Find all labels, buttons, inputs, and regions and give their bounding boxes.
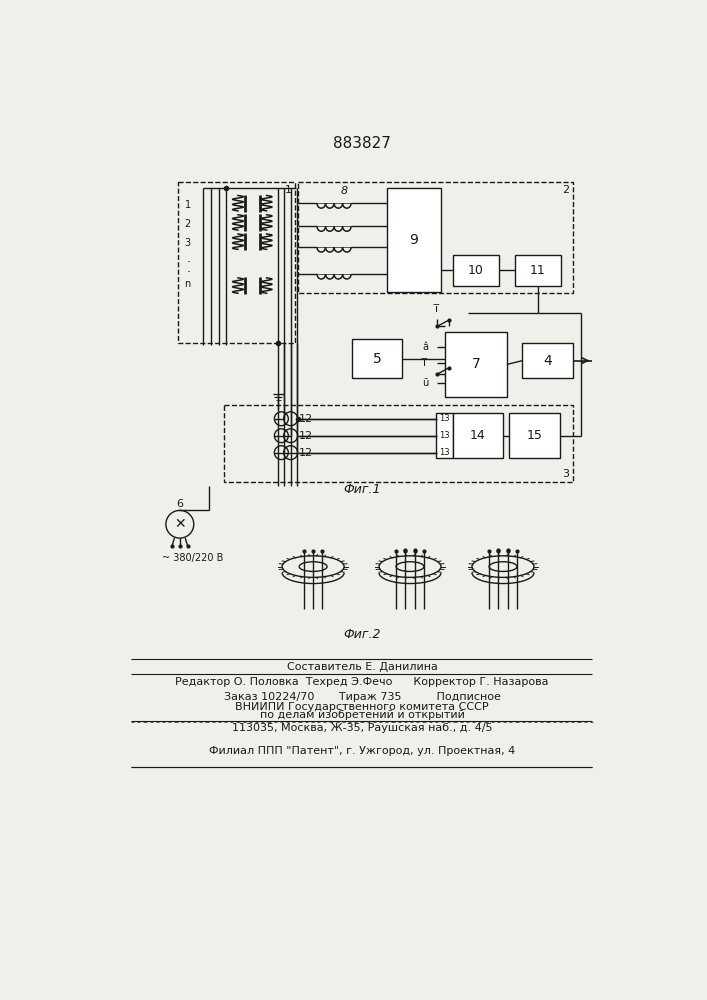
Bar — [515, 255, 561, 286]
Text: Заказ 10224/70       Тираж 735          Подписное: Заказ 10224/70 Тираж 735 Подписное — [223, 692, 501, 702]
Text: 14: 14 — [470, 429, 486, 442]
Text: 13: 13 — [439, 448, 450, 457]
Bar — [224, 405, 573, 482]
Bar — [436, 413, 452, 458]
Text: 9: 9 — [409, 233, 419, 247]
Text: 12: 12 — [299, 431, 313, 441]
Text: 113035, Москва, Ж-35, Раушская наб., д. 4/5: 113035, Москва, Ж-35, Раушская наб., д. … — [232, 723, 492, 733]
Text: 15: 15 — [527, 429, 542, 442]
Bar — [522, 343, 573, 378]
Text: Фиг.1: Фиг.1 — [343, 483, 380, 496]
Text: 7: 7 — [472, 357, 480, 371]
Text: 5: 5 — [373, 352, 382, 366]
Text: ū: ū — [422, 378, 428, 388]
Text: по делам изобретений и открытий: по делам изобретений и открытий — [259, 710, 464, 720]
Text: 10: 10 — [468, 264, 484, 277]
Text: n: n — [185, 279, 191, 289]
Text: Составитель Е. Данилина: Составитель Е. Данилина — [286, 662, 438, 672]
Text: 2: 2 — [185, 219, 191, 229]
Text: ✕: ✕ — [174, 517, 186, 531]
Text: 1: 1 — [185, 200, 191, 210]
Bar — [445, 332, 507, 397]
Text: ·: · — [187, 266, 191, 279]
Text: i̅: i̅ — [424, 358, 427, 368]
Text: 2: 2 — [563, 185, 570, 195]
Text: Редактор О. Половка  Техред Э.Фечо      Корректор Г. Назарова: Редактор О. Половка Техред Э.Фечо Коррек… — [175, 677, 549, 687]
Text: 13: 13 — [439, 431, 450, 440]
Text: 13: 13 — [439, 414, 450, 423]
Bar — [452, 413, 503, 458]
Text: Фиг.2: Фиг.2 — [343, 628, 380, 641]
Text: Филиал ППП "Патент", г. Ужгород, ул. Проектная, 4: Филиал ППП "Патент", г. Ужгород, ул. Про… — [209, 746, 515, 756]
Text: ·: · — [187, 256, 191, 269]
Bar — [452, 255, 499, 286]
Text: 4: 4 — [543, 354, 552, 368]
Text: i̅: i̅ — [436, 304, 438, 314]
Text: â: â — [423, 342, 428, 352]
Text: 11: 11 — [530, 264, 546, 277]
Bar — [298, 182, 573, 293]
Text: 8: 8 — [341, 186, 348, 196]
Text: 12: 12 — [299, 414, 313, 424]
Text: 12: 12 — [299, 448, 313, 458]
Text: 1: 1 — [285, 185, 292, 195]
Text: 883827: 883827 — [333, 136, 391, 151]
Text: ~ 380/220 В: ~ 380/220 В — [162, 553, 223, 563]
Text: ВНИИПИ Государственного комитета СССР: ВНИИПИ Государственного комитета СССР — [235, 702, 489, 712]
Bar — [352, 339, 402, 378]
Text: 3: 3 — [185, 238, 191, 248]
Text: 3: 3 — [563, 469, 570, 479]
Text: 6: 6 — [176, 499, 183, 509]
Bar — [509, 413, 559, 458]
Bar — [177, 182, 296, 343]
Bar — [387, 188, 441, 292]
